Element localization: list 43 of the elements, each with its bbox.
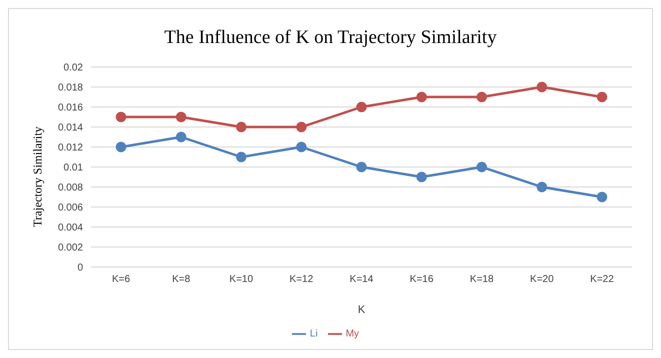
y-tick-label: 0.01 (64, 162, 84, 174)
x-tick-label: K=8 (172, 274, 191, 286)
x-tick-label: K=6 (112, 274, 130, 286)
legend-label: Li (310, 328, 318, 340)
point (176, 112, 186, 122)
y-tick-label: 0 (77, 262, 84, 274)
point (536, 182, 548, 192)
y-tick-label: 0.006 (58, 202, 84, 214)
x-tick-label: K=20 (530, 274, 554, 286)
x-tick-label: K=22 (590, 274, 614, 286)
point (596, 192, 608, 202)
y-tick-label: 0.004 (58, 222, 84, 234)
legend-label: My (346, 328, 360, 340)
point (356, 102, 367, 112)
x-tick-label: K=18 (470, 274, 494, 286)
point (356, 162, 367, 172)
point (116, 112, 126, 122)
point (476, 92, 487, 102)
point (296, 142, 307, 152)
chart-title: The Influence of K on Trajectory Similarity (163, 27, 498, 49)
point (476, 162, 487, 172)
x-tick-label: K=10 (229, 274, 254, 286)
y-tick-label: 0.016 (58, 102, 84, 114)
x-tick-label: K=14 (350, 274, 374, 286)
y-tick-label: 0.012 (58, 142, 84, 154)
point (236, 122, 246, 132)
y-tick-label: 0.018 (58, 82, 84, 94)
point (416, 92, 427, 102)
point (536, 82, 548, 92)
point (176, 132, 186, 142)
y-tick-label: 0.002 (58, 242, 84, 254)
x-axis-title: K (358, 304, 366, 316)
x-tick-label: K=16 (410, 274, 434, 286)
point (236, 152, 246, 162)
point (596, 92, 608, 102)
point (296, 122, 307, 132)
y-tick-label: 0.02 (64, 62, 84, 74)
y-tick-label: 0.008 (58, 182, 84, 194)
x-tick-label: K=12 (290, 274, 314, 286)
y-tick-label: 0.014 (58, 122, 84, 134)
y-axis-title: Trajectory Similarity (30, 126, 44, 227)
point (116, 142, 126, 152)
point (416, 172, 427, 182)
